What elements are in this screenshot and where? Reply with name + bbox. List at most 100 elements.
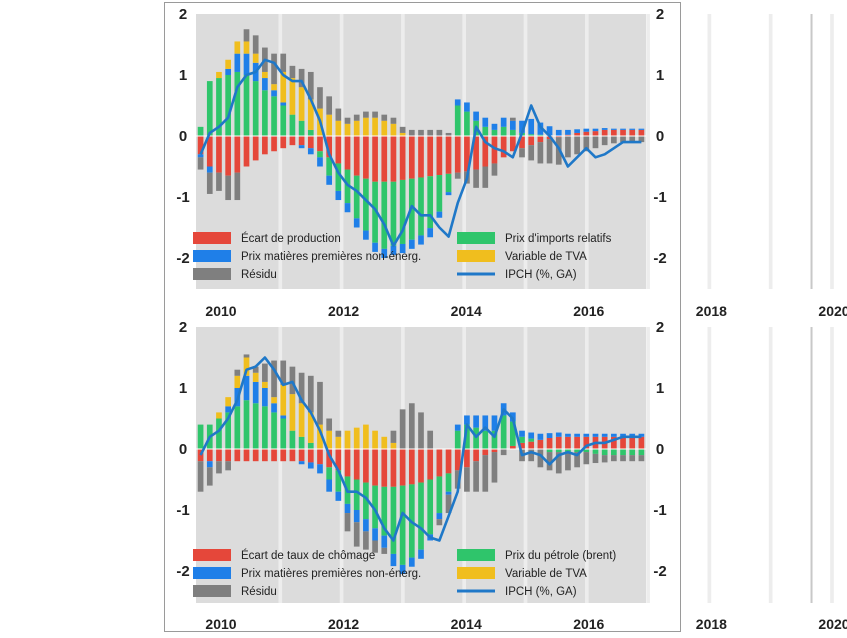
bar-r-sidu-11 [298,372,305,404]
bar--cart-de-taux-de-ch-mage-22 [399,449,406,486]
bar-r-sidu-22 [399,409,406,449]
bar-prix-du-p-trole-brent--43 [592,449,599,454]
bar--cart-de-production-0 [197,136,204,155]
bar-prix-mati-res-premi-res-non-nerg--38 [546,433,553,439]
bar-prix-mati-res-premi-res-non-nerg--21 [390,553,397,567]
y-tick-right: 0 [656,128,664,145]
x-tick-label: 2010 [205,303,236,319]
bar-prix-mati-res-premi-res-non-nerg--47 [629,128,636,130]
legend-label: Prix d'imports relatifs [505,233,612,245]
bar-r-sidu-47 [629,136,636,143]
bar-prix-d-imports-relatifs-36 [528,134,535,136]
year-divider [584,14,589,289]
bar-variable-de-tva-4 [234,375,241,388]
bar-prix-mati-res-premi-res-non-nerg--37 [537,122,544,135]
legend-swatch [193,250,231,262]
bar-prix-du-p-trole-brent--48 [638,449,645,456]
bar-r-sidu-18 [363,531,369,550]
year-divider [707,14,712,289]
bar-r-sidu-40 [565,136,571,158]
year-divider [830,327,834,603]
bar--cart-de-taux-de-ch-mage-40 [565,436,571,449]
legend-swatch [193,268,231,280]
x-tick-label: 2016 [573,303,604,319]
y-tick-left: 2 [179,6,187,23]
bar-prix-d-imports-relatifs-13 [317,151,323,158]
bar-prix-d-imports-relatifs-26 [436,175,443,212]
bar-prix-mati-res-premi-res-non-nerg--19 [372,528,378,541]
bar-variable-de-tva-2 [216,412,222,419]
legend-swatch [457,232,495,244]
x-tick-label: 2010 [205,616,236,632]
bar--cart-de-production-6 [252,136,259,161]
bar-prix-mati-res-premi-res-non-nerg--0 [197,154,204,158]
bar-r-sidu-4 [234,369,241,376]
bar-variable-de-tva-3 [225,59,231,69]
bar-prix-mati-res-premi-res-non-nerg--25 [427,228,434,238]
bar-prix-du-p-trole-brent--28 [454,430,461,449]
bar-prix-du-p-trole-brent--22 [399,485,406,565]
bar-r-sidu-46 [620,455,626,462]
bar--cart-de-taux-de-ch-mage-0 [197,449,204,462]
bar-prix-mati-res-premi-res-non-nerg--18 [363,230,369,240]
bar--cart-de-taux-de-ch-mage-6 [252,449,259,462]
bar-variable-de-tva-11 [298,403,305,437]
bar--cart-de-taux-de-ch-mage-15 [335,449,342,471]
bar--cart-de-production-35 [519,136,525,149]
bar--cart-de-production-16 [344,136,351,170]
bar-r-sidu-48 [638,136,645,143]
year-divider [278,327,283,603]
bar-prix-mati-res-premi-res-non-nerg--3 [225,68,231,75]
bar-prix-du-p-trole-brent--33 [500,415,507,449]
y-tick-right: -1 [653,502,666,519]
bar-prix-du-p-trole-brent--36 [528,438,535,442]
bar-prix-d-imports-relatifs-9 [280,105,287,136]
bar-prix-mati-res-premi-res-non-nerg--39 [555,129,562,136]
bar-r-sidu-11 [298,68,305,88]
bar--cart-de-production-45 [611,129,617,136]
legend-swatch [193,232,231,244]
bar-prix-du-p-trole-brent--5 [243,400,250,449]
bar--cart-de-taux-de-ch-mage-26 [436,449,443,477]
bar-prix-du-p-trole-brent--18 [363,482,369,520]
bar-variable-de-tva-11 [298,87,305,121]
bar-prix-d-imports-relatifs-2 [216,78,222,136]
bar-r-sidu-31 [482,455,489,492]
bar-r-sidu-9 [280,53,287,72]
x-tick-label: 2014 [451,616,482,632]
y-tick-right: 2 [656,6,664,23]
bar-prix-d-imports-relatifs-14 [326,157,333,176]
bar-variable-de-tva-21 [390,442,397,449]
bar-variable-de-tva-12 [307,412,314,443]
y-tick-left: 1 [179,67,187,84]
bar-prix-du-p-trole-brent--20 [381,486,388,536]
bar-prix-du-p-trole-brent--2 [216,418,222,449]
bar-r-sidu-38 [546,139,553,164]
bar-prix-mati-res-premi-res-non-nerg--6 [252,381,259,404]
bar-r-sidu-32 [491,452,498,483]
bar-prix-du-p-trole-brent--25 [427,479,434,535]
bar-prix-du-p-trole-brent--0 [197,424,204,449]
legend-label: Prix du pétrole (brent) [505,550,616,562]
bar-r-sidu-30 [473,461,479,492]
bar--cart-de-production-20 [381,136,388,182]
bar-prix-mati-res-premi-res-non-nerg--40 [565,129,571,135]
bar-prix-mati-res-premi-res-non-nerg--42 [583,128,590,132]
bar--cart-de-production-37 [537,136,544,143]
bar--cart-de-taux-de-ch-mage-19 [372,449,378,486]
bar-prix-mati-res-premi-res-non-nerg--36 [528,432,535,439]
bar-prix-du-p-trole-brent--39 [555,449,562,453]
bar-prix-d-imports-relatifs-21 [390,181,397,246]
bar-prix-mati-res-premi-res-non-nerg--24 [418,549,424,559]
bar-variable-de-tva-10 [289,78,296,115]
year-divider [830,14,834,289]
bar-r-sidu-42 [583,452,590,465]
bar-r-sidu-42 [583,136,590,152]
legend-label: Écart de taux de chômage [241,549,375,562]
bar-prix-mati-res-premi-res-non-nerg--29 [464,415,470,425]
bar-prix-mati-res-premi-res-non-nerg--1 [206,461,213,468]
bar-r-sidu-5 [243,29,250,42]
x-tick-label: 2014 [451,303,482,319]
bar-prix-mati-res-premi-res-non-nerg--44 [601,128,608,130]
bar-prix-d-imports-relatifs-28 [454,105,461,136]
